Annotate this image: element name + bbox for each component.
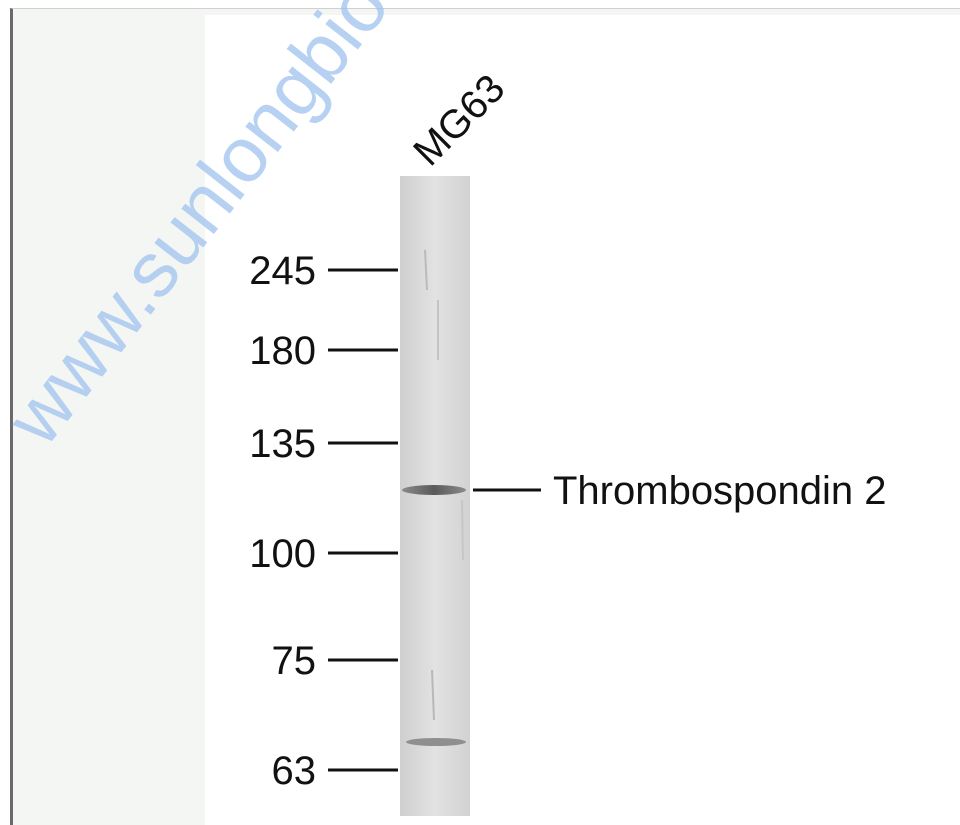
screenshot: Thrombospondin 2 MG63 245 180 135 100 75 63 w…	[0, 0, 960, 825]
lane	[400, 176, 470, 816]
marker-label: 75	[272, 639, 317, 683]
streak	[462, 500, 463, 560]
band	[402, 485, 466, 495]
marker-label: 245	[249, 249, 316, 293]
marker-label: 180	[249, 329, 316, 373]
band	[406, 738, 466, 746]
lane-label: MG63	[405, 66, 513, 174]
marker-label: 100	[249, 532, 316, 576]
marker-ladder: 245 180 135 100 75 63	[249, 249, 398, 793]
blot-figure: Thrombospondin 2 MG63 245 180 135 100 75 63 w…	[0, 0, 960, 825]
marker-label: 63	[272, 749, 317, 793]
watermark: www.sunlongbio	[0, 0, 405, 461]
band-label: Thrombospondin 2	[553, 469, 887, 513]
marker-label: 135	[249, 422, 316, 466]
